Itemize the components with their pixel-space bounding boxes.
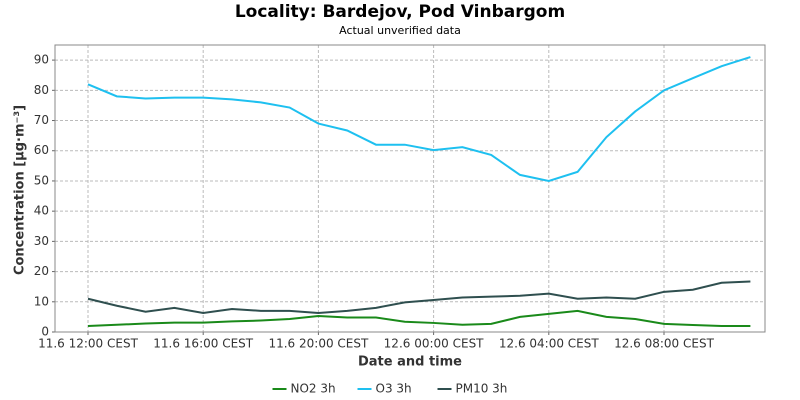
legend-label: NO2 3h [291, 382, 336, 396]
y-tick-label: 80 [34, 83, 49, 97]
y-tick-label: 50 [34, 173, 49, 187]
x-tick-label: 12.6 04:00 CEST [499, 337, 600, 351]
x-tick-label: 12.6 08:00 CEST [614, 337, 715, 351]
y-tick-label: 60 [34, 143, 49, 157]
legend-label: O3 3h [376, 382, 412, 396]
legend-label: PM10 3h [456, 382, 508, 396]
series-line [87, 309, 751, 327]
x-tick-label: 12.6 00:00 CEST [384, 337, 485, 351]
series-line [87, 280, 751, 314]
y-tick-label: 40 [34, 204, 49, 218]
x-tick-label: 11.6 16:00 CEST [153, 337, 254, 351]
series-line [87, 56, 751, 182]
y-tick-label: 20 [34, 264, 49, 278]
y-tick-label: 30 [34, 234, 49, 248]
y-tick-label: 10 [34, 294, 49, 308]
y-tick-label: 0 [41, 325, 49, 339]
y-axis-label: Concentration [µg·m⁻³] [13, 105, 28, 275]
x-axis-label: Date and time [358, 355, 462, 370]
chart-subtitle: Actual unverified data [339, 24, 461, 37]
y-tick-label: 90 [34, 53, 49, 67]
chart-title: Locality: Bardejov, Pod Vinbargom [235, 2, 565, 22]
x-tick-label: 11.6 20:00 CEST [268, 337, 369, 351]
plot-frame [54, 44, 766, 333]
y-tick-label: 70 [34, 113, 49, 127]
x-tick-label: 11.6 12:00 CEST [38, 337, 139, 351]
